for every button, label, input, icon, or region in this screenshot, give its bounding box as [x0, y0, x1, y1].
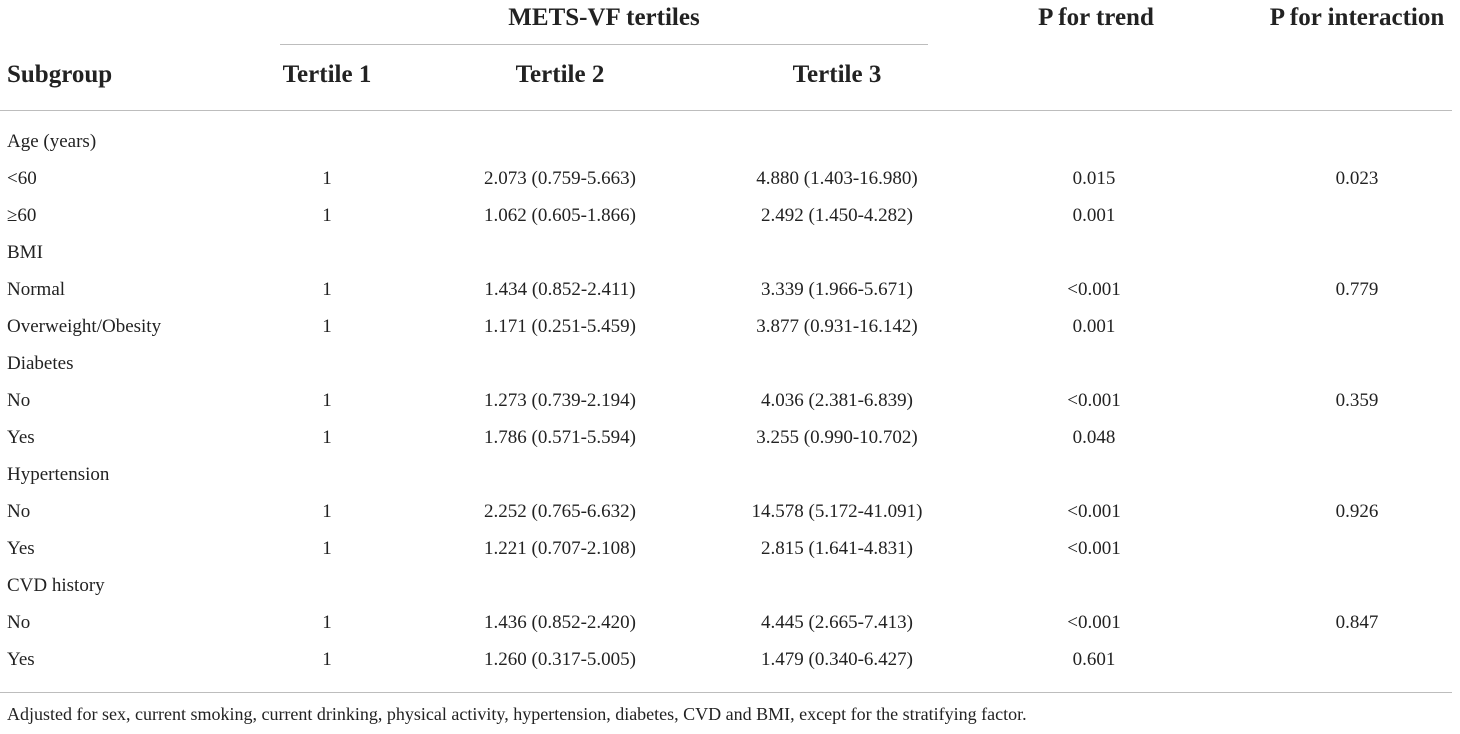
- cell-tertile-1: 1: [322, 205, 332, 226]
- header-group-mets-vf-tertiles: METS-VF tertiles: [508, 4, 700, 31]
- header-p-for-interaction: P for interaction: [1269, 4, 1445, 31]
- cell-tertile-1: 1: [322, 427, 332, 448]
- cell-tertile-3: 4.445 (2.665-7.413): [761, 612, 913, 633]
- cell-tertile-3: 4.036 (2.381-6.839): [761, 390, 913, 411]
- cell-tertile-1: 1: [322, 168, 332, 189]
- cell-tertile-2: 1.273 (0.739-2.194): [484, 390, 636, 411]
- cell-tertile-2: 1.171 (0.251-5.459): [484, 316, 636, 337]
- cell-p-for-trend: <0.001: [1067, 501, 1121, 522]
- cell-tertile-2: 2.073 (0.759-5.663): [484, 168, 636, 189]
- cell-tertile-2: 1.260 (0.317-5.005): [484, 649, 636, 670]
- cell-tertile-1: 1: [322, 390, 332, 411]
- cell-tertile-3: 3.339 (1.966-5.671): [761, 279, 913, 300]
- cell-p-for-trend: <0.001: [1067, 612, 1121, 633]
- cell-tertile-3: 2.492 (1.450-4.282): [761, 205, 913, 226]
- cell-tertile-2: 1.436 (0.852-2.420): [484, 612, 636, 633]
- cell-tertile-3: 4.880 (1.403-16.980): [756, 168, 918, 189]
- cell-subgroup-label: Overweight/Obesity: [7, 316, 162, 337]
- header-subgroup: Subgroup: [7, 61, 113, 88]
- cell-subgroup-label: No: [7, 501, 31, 522]
- cell-subgroup-label: Normal: [7, 279, 66, 300]
- header-tertile-1: Tertile 1: [282, 61, 372, 88]
- cell-p-for-trend: <0.001: [1067, 279, 1121, 300]
- header-tertile-3: Tertile 3: [792, 61, 882, 88]
- cell-subgroup-label: Age (years): [7, 131, 97, 152]
- cell-tertile-1: 1: [322, 316, 332, 337]
- cell-p-for-trend: 0.001: [1072, 205, 1116, 226]
- cell-subgroup-label: No: [7, 390, 31, 411]
- cell-tertile-3: 2.815 (1.641-4.831): [761, 538, 913, 559]
- cell-subgroup-label: Yes: [7, 427, 35, 448]
- header-p-for-trend: P for trend: [1038, 4, 1154, 31]
- cell-tertile-1: 1: [322, 649, 332, 670]
- header-bottom-rule: [0, 110, 1452, 111]
- cell-tertile-1: 1: [322, 501, 332, 522]
- cell-p-for-interaction: 0.847: [1335, 612, 1379, 633]
- cell-tertile-2: 1.434 (0.852-2.411): [484, 279, 636, 300]
- cell-tertile-2: 2.252 (0.765-6.632): [484, 501, 636, 522]
- cell-p-for-trend: <0.001: [1067, 390, 1121, 411]
- cell-subgroup-label: Yes: [7, 649, 35, 670]
- group-header-underline: [280, 44, 928, 45]
- table-bottom-rule: [0, 692, 1452, 693]
- cell-p-for-trend: 0.001: [1072, 316, 1116, 337]
- cell-tertile-2: 1.062 (0.605-1.866): [484, 205, 636, 226]
- cell-tertile-1: 1: [322, 612, 332, 633]
- cell-p-for-interaction: 0.926: [1335, 501, 1379, 522]
- cell-p-for-trend: 0.015: [1072, 168, 1116, 189]
- cell-p-for-interaction: 0.359: [1335, 390, 1379, 411]
- cell-subgroup-label: BMI: [7, 242, 43, 263]
- cell-tertile-3: 1.479 (0.340-6.427): [761, 649, 913, 670]
- cell-tertile-2: 1.221 (0.707-2.108): [484, 538, 636, 559]
- cell-subgroup-label: No: [7, 612, 31, 633]
- cell-tertile-3: 3.877 (0.931-16.142): [756, 316, 918, 337]
- cell-p-for-interaction: 0.779: [1335, 279, 1379, 300]
- cell-p-for-trend: 0.048: [1072, 427, 1116, 448]
- cell-tertile-3: 3.255 (0.990-10.702): [756, 427, 918, 448]
- cell-p-for-interaction: 0.023: [1335, 168, 1379, 189]
- table-footnote: Adjusted for sex, current smoking, curre…: [7, 704, 1027, 724]
- cell-p-for-trend: 0.601: [1072, 649, 1116, 670]
- cell-tertile-1: 1: [322, 279, 332, 300]
- cell-tertile-3: 14.578 (5.172-41.091): [751, 501, 923, 522]
- cell-subgroup-label: Hypertension: [7, 464, 110, 485]
- cell-subgroup-label: Diabetes: [7, 353, 74, 374]
- cell-tertile-2: 1.786 (0.571-5.594): [484, 427, 636, 448]
- cell-subgroup-label: CVD history: [7, 575, 105, 596]
- header-tertile-2: Tertile 2: [515, 61, 605, 88]
- cell-subgroup-label: Yes: [7, 538, 35, 559]
- cell-subgroup-label: <60: [7, 168, 37, 189]
- cell-subgroup-label: ≥60: [7, 205, 37, 226]
- cell-tertile-1: 1: [322, 538, 332, 559]
- cell-p-for-trend: <0.001: [1067, 538, 1121, 559]
